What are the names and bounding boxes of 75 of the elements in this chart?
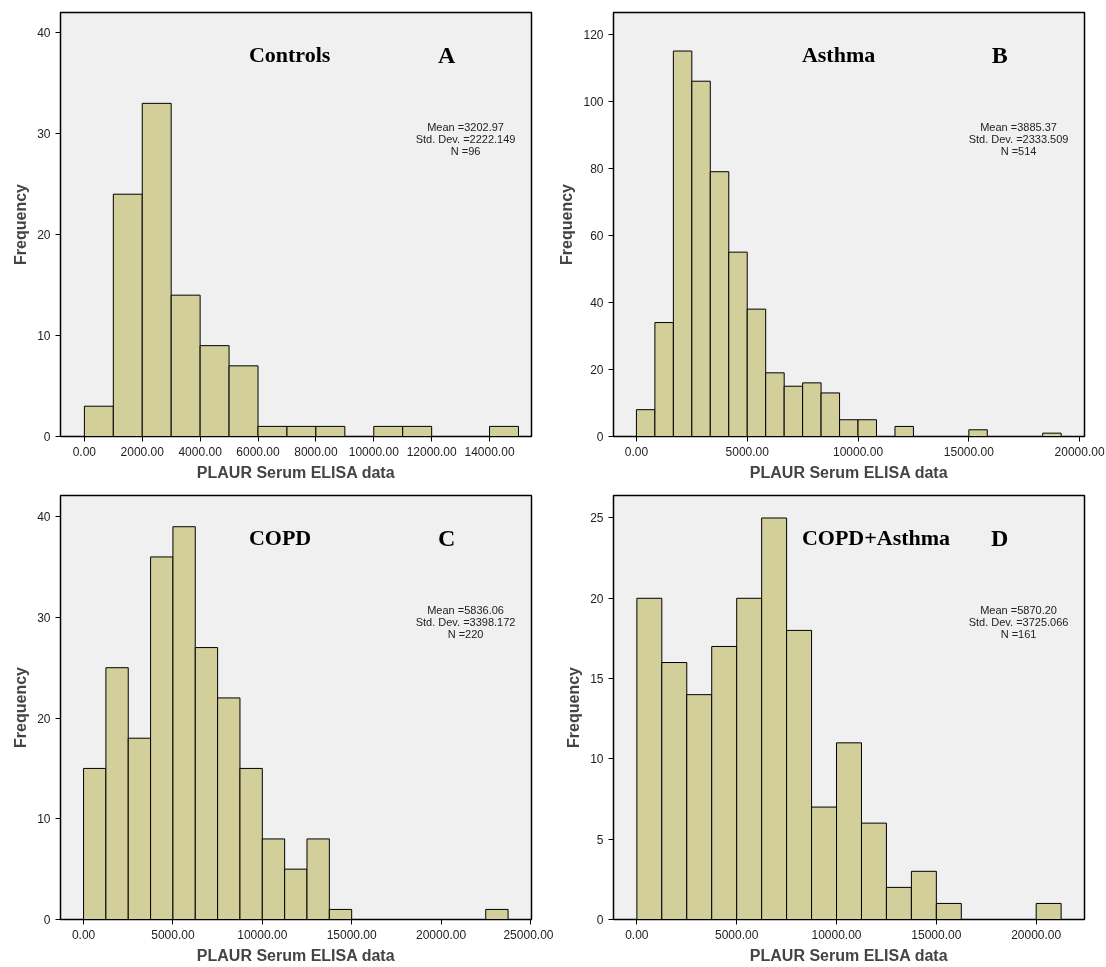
y-tick-label: 100	[583, 94, 604, 109]
x-tick-label: 12000.00	[406, 444, 458, 459]
x-axis-title: PLAUR Serum ELISA data	[749, 463, 948, 481]
annotation: N =220	[447, 627, 484, 640]
x-tick-label: 20000.00	[416, 927, 467, 942]
y-axis-title: Frequency	[558, 183, 576, 265]
y-tick-label: 120	[583, 27, 604, 42]
y-axis-title: Frequency	[12, 666, 30, 748]
y-tick-label: 0	[596, 913, 604, 927]
y-tick-label: 0	[596, 430, 604, 444]
x-tick-label: 20000.00	[1054, 444, 1105, 459]
x-axis-title: PLAUR Serum ELISA data	[749, 946, 948, 964]
y-tick-label: 5	[596, 832, 604, 847]
x-axis-title: PLAUR Serum ELISA data	[196, 463, 395, 481]
x-tick-label: 0.00	[71, 927, 96, 942]
annotation: Mean =3202.97	[427, 120, 504, 133]
y-tick-label: 40	[37, 510, 51, 525]
x-tick-label: 4000.00	[178, 444, 223, 459]
x-tick-label: 20000.00	[1011, 927, 1062, 942]
y-axis-title: Frequency	[565, 666, 583, 748]
y-tick-label: 20	[37, 711, 51, 726]
x-tick-label: 6000.00	[236, 444, 281, 459]
y-tick-label: 0	[43, 913, 51, 927]
annotation: A	[438, 41, 457, 68]
x-tick-label: 10000.00	[237, 927, 288, 942]
annotation: N =514	[1000, 144, 1037, 157]
x-axis-title: PLAUR Serum ELISA data	[196, 946, 395, 964]
x-tick-label: 15000.00	[326, 927, 378, 942]
x-tick-label: 5000.00	[151, 927, 195, 942]
annotation: Mean =5836.06	[427, 603, 504, 616]
y-tick-label: 10	[37, 329, 51, 344]
x-tick-label: 10000.00	[811, 927, 862, 942]
y-tick-label: 40	[590, 295, 604, 310]
y-axis-title: Frequency	[12, 183, 30, 265]
x-tick-label: 10000.00	[348, 444, 400, 459]
annotation: Mean =5870.20	[980, 603, 1057, 616]
y-tick-label: 20	[590, 591, 604, 606]
y-tick-label: 0	[43, 430, 51, 444]
y-tick-label: 60	[590, 228, 604, 243]
y-tick-label: 20	[590, 362, 604, 377]
y-tick-label: 10	[590, 752, 604, 767]
text: COPD+Asthma	[801, 525, 951, 551]
x-tick-label: 0.00	[624, 444, 649, 459]
x-tick-label: 0.00	[625, 927, 649, 942]
annotation: N =96	[450, 144, 481, 157]
annotation: Std. Dev. =3398.172	[415, 615, 516, 628]
y-tick-label: 25	[590, 511, 604, 526]
annotation: D	[991, 524, 1009, 551]
y-tick-label: 40	[37, 26, 51, 41]
y-tick-label: 10	[37, 812, 51, 827]
x-tick-label: 5000.00	[725, 444, 770, 459]
y-tick-label: 30	[37, 610, 51, 625]
text: COPD	[248, 525, 312, 551]
annotation: Std. Dev. =2222.149	[415, 132, 516, 145]
annotation: Std. Dev. =3725.066	[968, 615, 1069, 628]
text: Controls	[248, 42, 331, 68]
x-tick-label: 14000.00	[464, 444, 515, 459]
annotation: B	[991, 41, 1008, 68]
annotation: C	[438, 524, 456, 551]
x-tick-label: 2000.00	[120, 444, 165, 459]
x-tick-label: 5000.00	[715, 927, 759, 942]
x-tick-label: 15000.00	[911, 927, 962, 942]
x-tick-label: 10000.00	[833, 444, 884, 459]
y-tick-label: 30	[37, 127, 51, 142]
y-tick-label: 20	[37, 228, 51, 243]
annotation: Std. Dev. =2333.509	[968, 132, 1069, 145]
y-tick-label: 15	[590, 672, 604, 687]
x-tick-label: 0.00	[72, 444, 97, 459]
x-tick-label: 25000.00	[503, 927, 554, 942]
annotation: N =161	[1000, 627, 1037, 640]
text: Asthma	[801, 42, 876, 68]
x-tick-label: 15000.00	[943, 444, 995, 459]
x-tick-label: 8000.00	[294, 444, 338, 459]
annotation: Mean =3885.37	[980, 120, 1057, 133]
y-tick-label: 80	[590, 161, 604, 176]
